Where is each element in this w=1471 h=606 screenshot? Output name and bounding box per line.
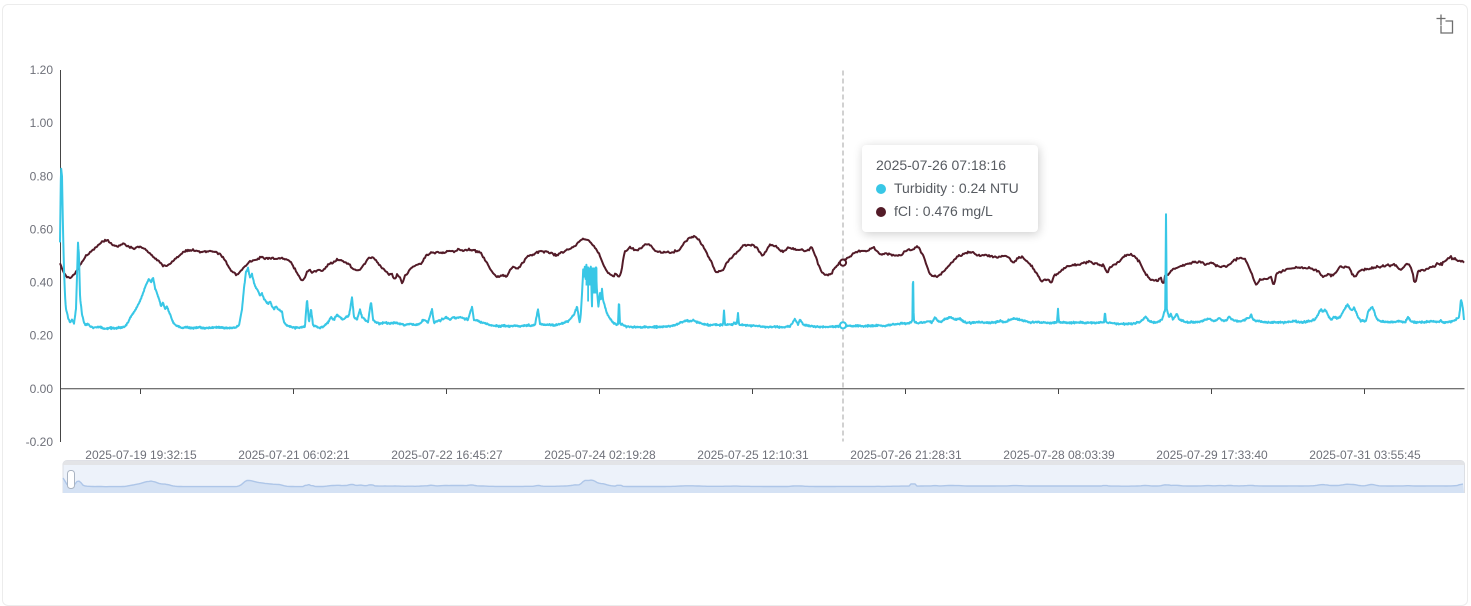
svg-text:0.40: 0.40 — [30, 276, 54, 290]
svg-text:2025-07-25 12:10:31: 2025-07-25 12:10:31 — [697, 448, 809, 462]
svg-text:2025-07-21 06:02:21: 2025-07-21 06:02:21 — [238, 448, 350, 462]
svg-text:2025-07-19 19:32:15: 2025-07-19 19:32:15 — [85, 448, 197, 462]
svg-text:0.00: 0.00 — [30, 382, 54, 396]
svg-text:2025-07-28 08:03:39: 2025-07-28 08:03:39 — [1003, 448, 1115, 462]
svg-text:2025-07-22 16:45:27: 2025-07-22 16:45:27 — [391, 448, 503, 462]
svg-text:2025-07-29 17:33:40: 2025-07-29 17:33:40 — [1156, 448, 1268, 462]
svg-text:0.20: 0.20 — [30, 329, 54, 343]
svg-text:2025-07-24 02:19:28: 2025-07-24 02:19:28 — [544, 448, 656, 462]
svg-text:2025-07-31 03:55:45: 2025-07-31 03:55:45 — [1309, 448, 1421, 462]
svg-text:0.80: 0.80 — [30, 169, 54, 183]
svg-text:-0.20: -0.20 — [26, 435, 54, 449]
svg-text:2025-07-26 21:28:31: 2025-07-26 21:28:31 — [850, 448, 962, 462]
svg-text:0.60: 0.60 — [30, 222, 54, 236]
svg-text:1.00: 1.00 — [30, 116, 54, 130]
svg-text:1.20: 1.20 — [30, 63, 54, 77]
